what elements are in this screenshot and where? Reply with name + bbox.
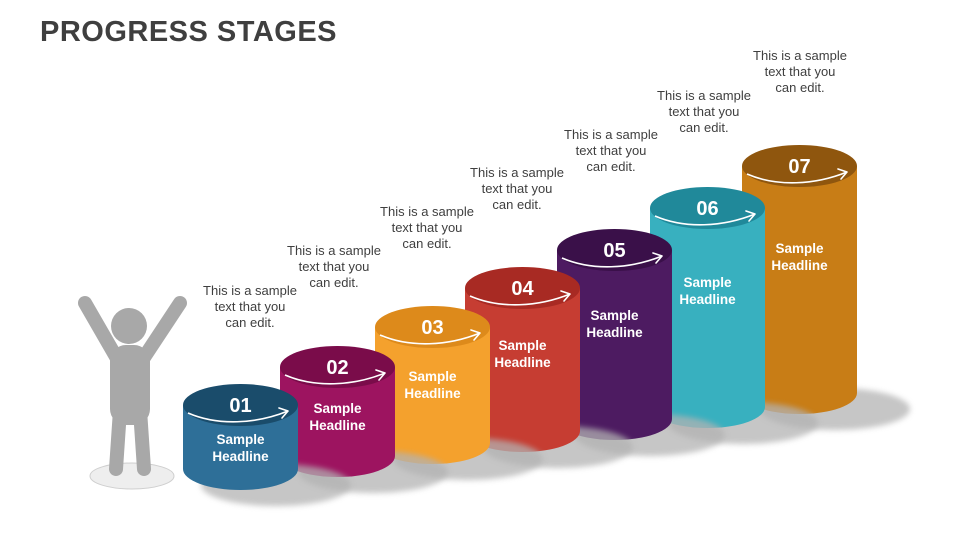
stage-number[interactable]: 07 (788, 155, 811, 178)
cylinder-top: 06 (650, 187, 765, 229)
cylinder-top: 05 (557, 229, 672, 271)
stage-headline[interactable]: Sample Headline (586, 308, 643, 340)
stage-number[interactable]: 06 (696, 197, 719, 220)
rotation-arrow-icon (284, 369, 386, 385)
stage-number[interactable]: 05 (603, 239, 626, 262)
stage-caption[interactable]: This is a sample text that you can edit. (753, 48, 847, 95)
rotation-arrow-icon (746, 168, 848, 184)
cylinder-top: 03 (375, 306, 490, 348)
stage-headline[interactable]: Sample Headline (679, 275, 736, 307)
stage-caption[interactable]: This is a sample text that you can edit. (470, 165, 564, 212)
stage-caption[interactable]: This is a sample text that you can edit. (287, 243, 381, 290)
stage-cylinder[interactable]: 02 Sample Headline (280, 346, 395, 477)
stage-number[interactable]: 02 (326, 356, 349, 379)
stage-number[interactable]: 03 (421, 316, 444, 339)
stage-headline[interactable]: Sample Headline (404, 369, 461, 401)
stage-cylinder[interactable]: 01 Sample Headline (183, 384, 298, 490)
page-title[interactable]: PROGRESS STAGES (40, 16, 338, 48)
stage-headline[interactable]: Sample Headline (309, 401, 366, 433)
stage-caption[interactable]: This is a sample text that you can edit. (203, 283, 297, 330)
stage-caption[interactable]: This is a sample text that you can edit. (380, 204, 474, 251)
stage-headline[interactable]: Sample Headline (212, 432, 269, 464)
cylinder-top: 07 (742, 145, 857, 187)
rotation-arrow-icon (187, 407, 289, 423)
stage-number[interactable]: 01 (229, 394, 252, 417)
rotation-arrow-icon (561, 252, 663, 268)
stage-number[interactable]: 04 (511, 277, 534, 300)
stage-caption[interactable]: This is a sample text that you can edit. (564, 127, 658, 174)
stage-headline[interactable]: Sample Headline (494, 338, 551, 370)
stage-headline[interactable]: Sample Headline (771, 241, 828, 273)
stage-caption[interactable]: This is a sample text that you can edit. (657, 88, 751, 135)
rotation-arrow-icon (469, 290, 571, 306)
cylinder-top: 02 (280, 346, 395, 388)
person-body (78, 296, 187, 476)
rotation-arrow-icon (654, 210, 756, 226)
rotation-arrow-icon (379, 329, 481, 345)
cylinder-top: 01 (183, 384, 298, 426)
person-figure[interactable] (76, 290, 192, 492)
cylinder-top: 04 (465, 267, 580, 309)
